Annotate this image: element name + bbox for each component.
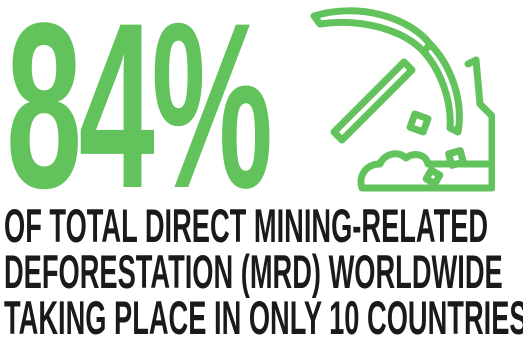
caption: OF TOTAL DIRECT MINING-RELATED DEFORESTA… — [4, 199, 523, 344]
caption-line-1: OF TOTAL DIRECT MINING-RELATED — [4, 199, 489, 252]
headline-stat: 84% — [6, 0, 273, 238]
caption-line-3: TAKING PLACE IN ONLY 10 COUNTRIES. — [4, 291, 523, 344]
caption-line-2: DEFORESTATION (MRD) WORLDWIDE — [4, 245, 503, 298]
pickaxe-icon — [310, 7, 495, 192]
